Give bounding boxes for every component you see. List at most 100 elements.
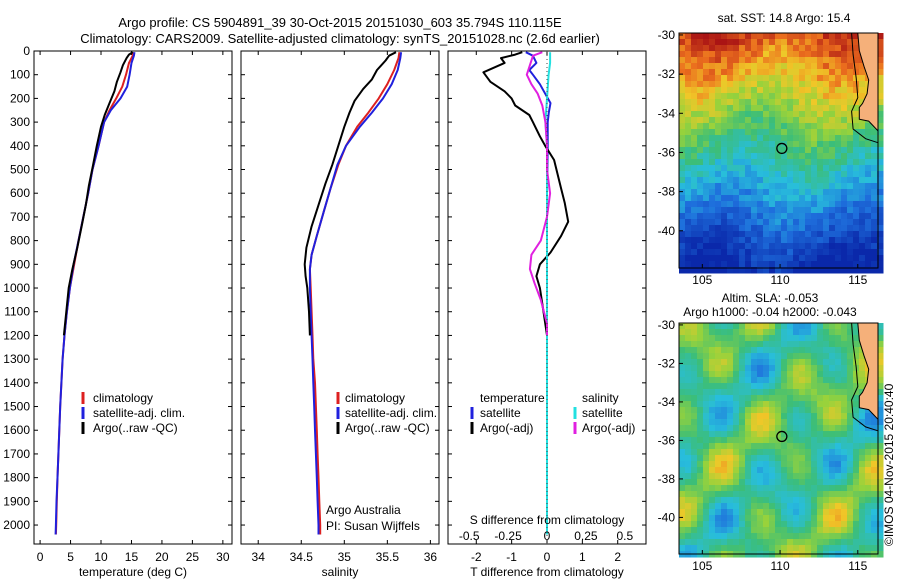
map-cell — [775, 189, 782, 196]
map-cell — [697, 45, 704, 52]
map-cell — [811, 207, 818, 214]
map-cell — [853, 237, 860, 244]
map-cell — [781, 243, 788, 250]
map-cell — [751, 57, 758, 64]
map-cell — [745, 147, 752, 154]
map-cell — [757, 69, 764, 76]
map-cell — [757, 225, 764, 232]
series-line — [482, 51, 570, 336]
map-cell — [751, 207, 758, 214]
map-cell — [811, 117, 818, 124]
map-cell — [781, 267, 788, 274]
map-cell — [715, 515, 722, 522]
map-cell — [847, 45, 854, 52]
map-cell — [739, 63, 746, 70]
map-cell — [745, 75, 752, 82]
map-cell — [769, 117, 776, 124]
map-cell — [829, 231, 836, 238]
legend-label: Argo(..raw -QC) — [93, 421, 178, 435]
map-cell — [697, 165, 704, 172]
map-cell — [709, 527, 716, 534]
y-tick-label: 400 — [10, 139, 30, 153]
map-cell — [679, 165, 686, 172]
map-cell — [733, 159, 740, 166]
map-cell — [739, 467, 746, 474]
map-cell — [715, 213, 722, 220]
map-cell — [709, 219, 716, 226]
map-cell — [853, 383, 860, 390]
map-cell — [865, 509, 872, 516]
map-cell — [715, 545, 722, 552]
map-cell — [685, 467, 692, 474]
map-cell — [817, 341, 824, 348]
map-cell — [745, 135, 752, 142]
map-cell — [865, 189, 872, 196]
map-cell — [811, 129, 818, 136]
map-cell — [853, 335, 860, 342]
map-cell — [733, 509, 740, 516]
map-cell — [697, 75, 704, 82]
map-cell — [751, 219, 758, 226]
map-cell — [877, 33, 884, 40]
map-cell — [835, 69, 842, 76]
map-cell — [805, 213, 812, 220]
map-cell — [775, 365, 782, 372]
map-cell — [847, 105, 854, 112]
map-cell — [697, 329, 704, 336]
map-cell — [739, 141, 746, 148]
map-cell — [709, 323, 716, 330]
map-cell — [733, 407, 740, 414]
map-cell — [877, 255, 884, 262]
map-cell — [757, 473, 764, 480]
map-cell — [697, 189, 704, 196]
map-cell — [805, 455, 812, 462]
map-cell — [739, 99, 746, 106]
map-cell — [727, 99, 734, 106]
map-cell — [679, 51, 686, 58]
map-cell — [841, 371, 848, 378]
map-cell — [859, 123, 866, 130]
map-cell — [703, 545, 710, 552]
map-cell — [871, 467, 878, 474]
map-cell — [751, 335, 758, 342]
map-cell — [799, 479, 806, 486]
map-cell — [805, 171, 812, 178]
map-cell — [793, 153, 800, 160]
map-cell — [685, 329, 692, 336]
map-cell — [859, 147, 866, 154]
map-cell — [685, 99, 692, 106]
map-cell — [787, 231, 794, 238]
map-cell — [847, 437, 854, 444]
map-cell — [691, 57, 698, 64]
map-cell — [877, 467, 884, 474]
map-cell — [709, 51, 716, 58]
map-cell — [769, 63, 776, 70]
map-cell — [727, 395, 734, 402]
map-cell — [781, 461, 788, 468]
map-cell — [829, 141, 836, 148]
map-cell — [703, 383, 710, 390]
map-cell — [703, 323, 710, 330]
map-cell — [691, 341, 698, 348]
map-cell — [727, 183, 734, 190]
map-cell — [805, 117, 812, 124]
map-cell — [751, 111, 758, 118]
map-cell — [835, 75, 842, 82]
y-tick-label: -34 — [658, 106, 676, 120]
map-cell — [685, 243, 692, 250]
map-cell — [709, 189, 716, 196]
map-cell — [799, 207, 806, 214]
map-cell — [811, 225, 818, 232]
map-cell — [757, 329, 764, 336]
map-cell — [799, 81, 806, 88]
map-cell — [739, 359, 746, 366]
map-cell — [733, 377, 740, 384]
map-cell — [877, 371, 884, 378]
map-cell — [817, 33, 824, 40]
map-cell — [799, 401, 806, 408]
map-cell — [775, 147, 782, 154]
map-cell — [781, 443, 788, 450]
map-cell — [733, 237, 740, 244]
map-cell — [769, 413, 776, 420]
map-cell — [823, 419, 830, 426]
